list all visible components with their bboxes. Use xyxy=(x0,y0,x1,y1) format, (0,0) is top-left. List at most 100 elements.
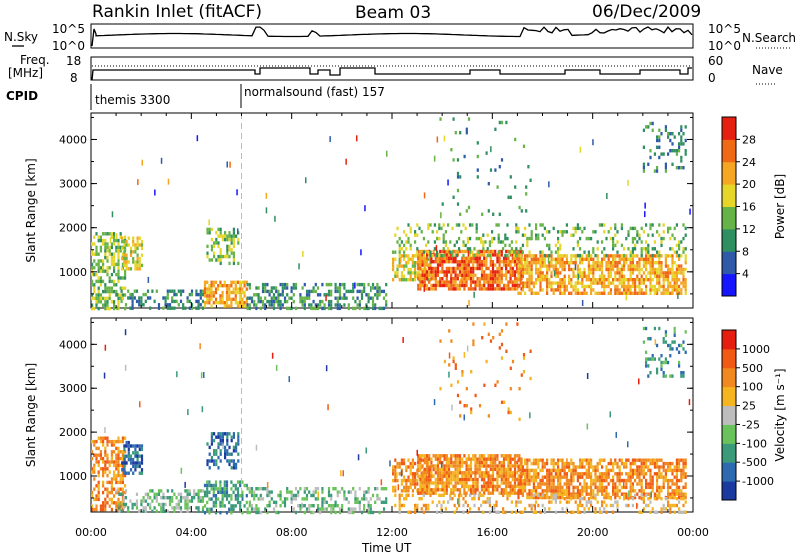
data-cell xyxy=(614,243,617,248)
data-cell xyxy=(517,271,520,275)
data-cell xyxy=(427,226,430,231)
data-cell xyxy=(117,306,120,311)
data-cell xyxy=(458,270,462,274)
data-cell xyxy=(507,471,510,475)
data-cell xyxy=(443,256,446,260)
data-cell xyxy=(585,254,588,258)
data-cell xyxy=(419,454,422,458)
data-cell xyxy=(215,459,218,463)
data-cell xyxy=(173,289,176,293)
data-cell xyxy=(330,493,333,498)
data-cell xyxy=(590,465,593,469)
data-cell xyxy=(290,289,293,294)
data-cell xyxy=(537,257,540,261)
data-cell xyxy=(669,347,672,351)
data-cell xyxy=(99,235,102,239)
data-cell xyxy=(601,274,604,278)
data-cell xyxy=(430,481,433,485)
data-cell xyxy=(414,240,417,244)
data-cell xyxy=(629,492,632,496)
data-cell xyxy=(439,277,442,281)
data-cell xyxy=(97,484,100,488)
data-cell xyxy=(581,274,584,278)
data-cell xyxy=(526,243,529,248)
data-cell xyxy=(115,463,118,468)
data-cell xyxy=(243,304,246,308)
data-cell xyxy=(684,257,687,261)
data-cell xyxy=(541,271,544,275)
data-cell xyxy=(226,248,229,252)
data-cell xyxy=(491,467,495,472)
data-cell xyxy=(476,464,479,468)
data-cell xyxy=(442,223,445,227)
data-cell xyxy=(561,458,564,462)
data-cell xyxy=(671,278,674,282)
data-cell xyxy=(405,254,408,258)
data-cell xyxy=(219,500,222,505)
data-cell xyxy=(627,284,630,289)
data-cell xyxy=(433,155,436,162)
data-cell xyxy=(618,267,621,272)
data-cell xyxy=(343,286,346,290)
data-cell xyxy=(208,459,211,463)
data-cell xyxy=(447,474,451,478)
data-cell xyxy=(138,454,141,458)
data-cell xyxy=(162,509,165,513)
data-cell xyxy=(226,251,229,255)
data-cell xyxy=(680,271,683,275)
data-cell xyxy=(576,267,579,272)
data-cell xyxy=(188,492,191,496)
data-cell xyxy=(585,468,588,473)
data-cell xyxy=(217,241,220,245)
data-cell xyxy=(108,439,111,444)
data-cell xyxy=(234,290,237,295)
data-cell xyxy=(516,460,519,465)
data-cell xyxy=(113,255,116,260)
data-cell xyxy=(561,257,564,261)
data-cell xyxy=(645,254,648,258)
data-cell xyxy=(134,454,137,458)
data-cell xyxy=(684,267,687,272)
data-cell xyxy=(243,280,246,284)
data-cell xyxy=(472,484,475,489)
data-cell xyxy=(515,500,518,504)
data-cell xyxy=(414,233,417,237)
data-cell xyxy=(516,249,519,254)
data-cell xyxy=(454,266,457,271)
data-cell xyxy=(228,234,231,238)
data-cell xyxy=(374,487,377,491)
data-cell xyxy=(656,493,659,497)
nave-label: Nave xyxy=(752,63,783,77)
data-cell xyxy=(127,260,130,264)
data-cell xyxy=(598,278,601,282)
data-cell xyxy=(647,250,650,254)
data-cell xyxy=(257,507,260,511)
data-cell xyxy=(576,253,579,258)
data-cell xyxy=(237,432,240,436)
data-cell xyxy=(99,269,102,273)
data-cell xyxy=(463,477,466,482)
data-cell xyxy=(645,360,648,365)
colorbar-segment xyxy=(722,273,736,297)
data-cell xyxy=(605,267,608,272)
data-cell xyxy=(171,289,174,293)
data-cell xyxy=(543,461,546,466)
data-cell xyxy=(456,380,460,384)
data-cell xyxy=(334,504,337,508)
data-cell xyxy=(502,488,506,492)
data-cell xyxy=(554,497,557,501)
data-cell xyxy=(421,488,424,492)
data-cell xyxy=(214,504,218,508)
data-cell xyxy=(124,436,127,440)
data-cell xyxy=(456,188,460,193)
data-cell xyxy=(684,492,687,496)
data-cell xyxy=(649,149,652,153)
data-cell xyxy=(636,468,639,473)
data-cell xyxy=(498,467,501,472)
data-cell xyxy=(524,226,527,231)
data-cell xyxy=(548,478,551,483)
data-cell xyxy=(605,489,608,493)
data-cell xyxy=(616,240,619,244)
data-cell xyxy=(445,283,448,288)
data-cell xyxy=(124,293,127,297)
